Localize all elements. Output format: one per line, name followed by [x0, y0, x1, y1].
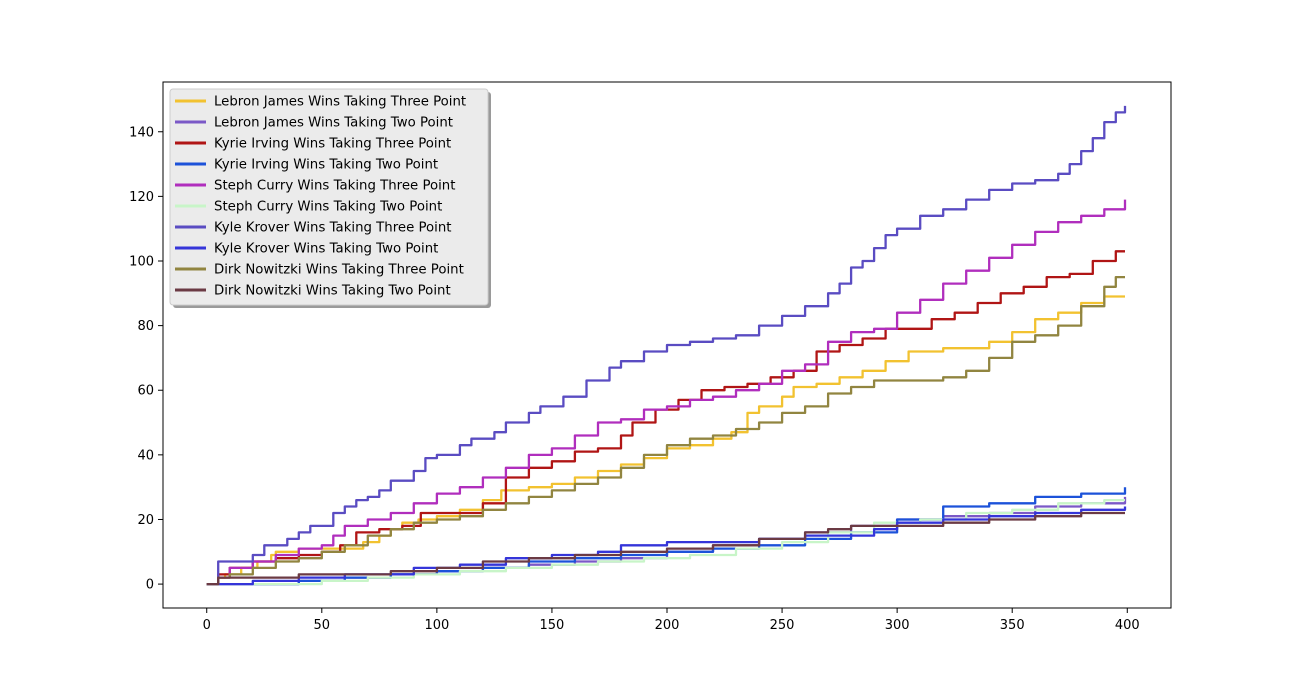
x-tick-label: 400: [1115, 618, 1140, 633]
legend-entry-label: Dirk Nowitzki Wins Taking Two Point: [214, 284, 451, 299]
y-tick-label: 40: [137, 448, 154, 463]
legend-entry-label: Steph Curry Wins Taking Three Point: [214, 179, 455, 194]
legend-box: [169, 88, 489, 306]
x-tick-label: 250: [770, 618, 795, 633]
y-tick-label: 20: [137, 513, 154, 528]
y-tick-label: 60: [137, 384, 154, 399]
legend-entry-label: Lebron James Wins Taking Two Point: [214, 116, 453, 131]
y-tick-label: 0: [146, 578, 154, 593]
legend-entry-label: Dirk Nowitzki Wins Taking Three Point: [214, 263, 464, 278]
x-tick-label: 50: [314, 618, 331, 633]
y-tick-label: 140: [129, 125, 154, 140]
x-tick-label: 150: [540, 618, 565, 633]
series-line-9: [206, 511, 1125, 586]
series-layer: [206, 105, 1127, 586]
y-tick-label: 120: [129, 190, 154, 205]
x-tick-label: 200: [655, 618, 680, 633]
legend[interactable]: Lebron James Wins Taking Three Point Lebr…: [169, 88, 491, 308]
x-tick-label: 350: [1000, 618, 1025, 633]
series-line-5: [206, 498, 1125, 586]
legend-entry-label: Kyrie Irving Wins Taking Two Point: [214, 158, 438, 173]
x-tick-label: 0: [203, 618, 211, 633]
legend-entry-label: Lebron James Wins Taking Three Point: [214, 95, 466, 110]
legend-entry-label: Kyle Krover Wins Taking Three Point: [214, 221, 452, 236]
legend-entry-label: Steph Curry Wins Taking Two Point: [214, 200, 442, 215]
x-tick-label: 300: [885, 618, 910, 633]
series-line-8: [206, 275, 1125, 586]
x-tick-label: 100: [424, 618, 449, 633]
x-axis: 0 50 100 150 200 250 300 350 400: [203, 608, 1140, 633]
series-line-4: [206, 199, 1127, 586]
y-tick-label: 100: [129, 254, 154, 269]
series-line-2: [206, 250, 1125, 586]
y-tick-label: 80: [137, 319, 154, 334]
legend-entry-label: Kyrie Irving Wins Taking Three Point: [214, 137, 451, 152]
y-axis: 0 20 40 60 80 100 120 140: [129, 125, 163, 593]
series-line-6: [206, 105, 1127, 586]
legend-entry-label: Kyle Krover Wins Taking Two Point: [214, 242, 438, 257]
